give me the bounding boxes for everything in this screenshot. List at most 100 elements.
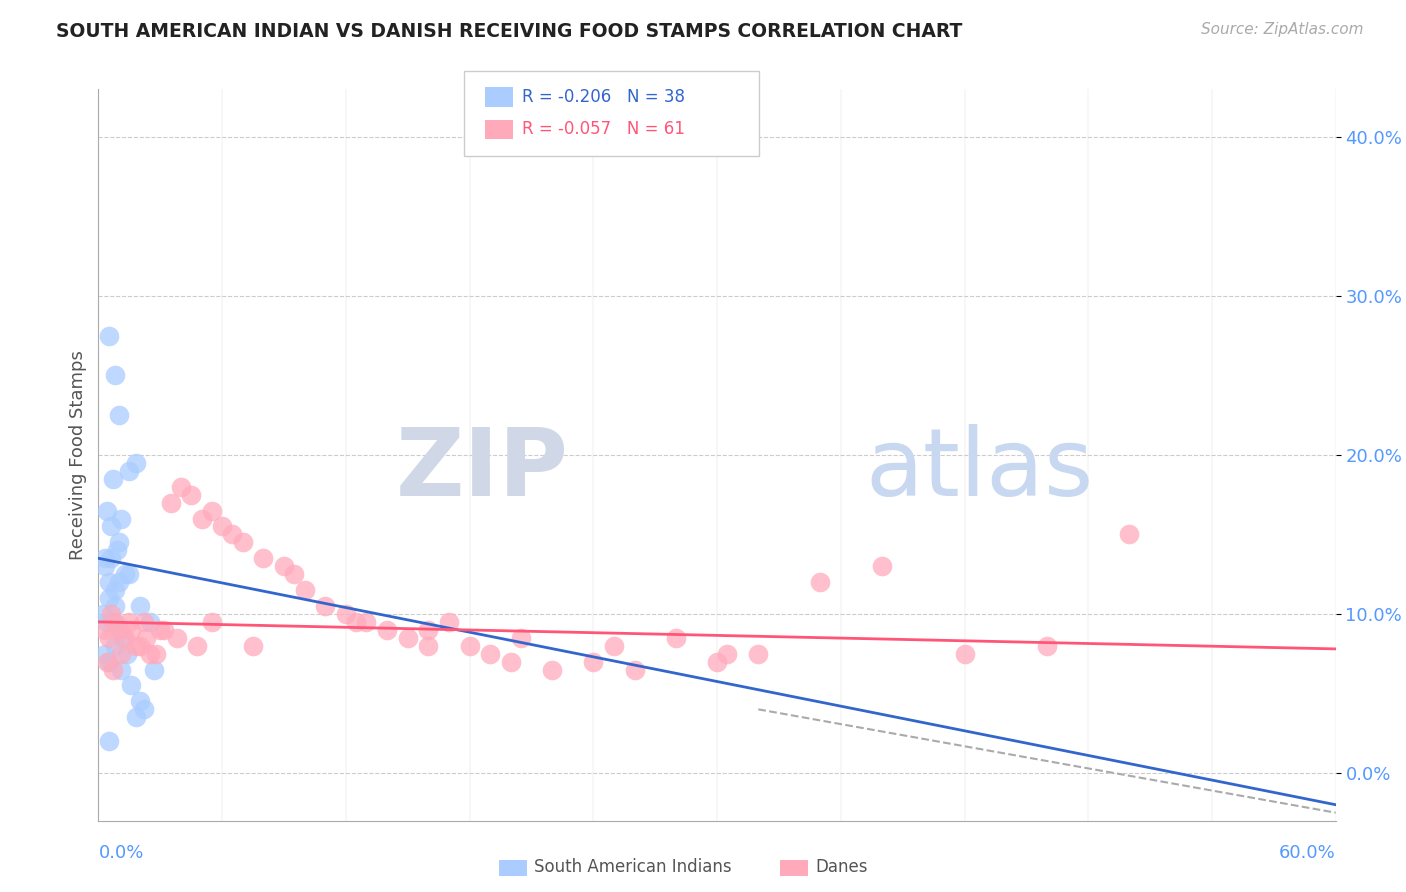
- Point: [97, 631, 120, 645]
- Point: [128, 639, 150, 653]
- Point: [101, 663, 124, 677]
- Point: [97, 591, 120, 605]
- Point: [97, 575, 120, 590]
- Point: [108, 623, 131, 637]
- Point: [344, 615, 367, 629]
- Point: [582, 655, 605, 669]
- Point: [159, 495, 181, 509]
- Point: [108, 535, 131, 549]
- Point: [104, 368, 127, 383]
- Point: [870, 559, 893, 574]
- Point: [93, 623, 115, 637]
- Point: [108, 408, 131, 422]
- Point: [273, 559, 295, 574]
- Point: [124, 456, 146, 470]
- Point: [221, 527, 243, 541]
- Point: [91, 607, 114, 621]
- Point: [953, 647, 976, 661]
- Point: [101, 472, 124, 486]
- Point: [201, 615, 224, 629]
- Point: [479, 647, 502, 661]
- Point: [665, 631, 688, 645]
- Point: [242, 639, 264, 653]
- Point: [118, 567, 141, 582]
- Text: R = -0.057   N = 61: R = -0.057 N = 61: [522, 120, 685, 138]
- Point: [97, 655, 120, 669]
- Point: [108, 575, 131, 590]
- Text: atlas: atlas: [866, 424, 1094, 516]
- Point: [110, 647, 132, 661]
- Point: [93, 551, 115, 566]
- Point: [314, 599, 336, 613]
- Point: [418, 639, 440, 653]
- Point: [356, 615, 378, 629]
- Point: [128, 599, 150, 613]
- Point: [145, 647, 167, 661]
- Point: [808, 575, 831, 590]
- Point: [1118, 527, 1140, 541]
- Text: South American Indians: South American Indians: [534, 858, 733, 876]
- Point: [124, 710, 146, 724]
- Point: [186, 639, 208, 653]
- Point: [104, 639, 127, 653]
- Point: [623, 663, 645, 677]
- Point: [104, 583, 127, 598]
- Point: [166, 631, 188, 645]
- Point: [117, 647, 139, 661]
- Point: [100, 607, 122, 621]
- Text: R = -0.206   N = 38: R = -0.206 N = 38: [522, 88, 685, 106]
- Point: [499, 655, 522, 669]
- Point: [180, 488, 202, 502]
- Point: [603, 639, 626, 653]
- Point: [135, 631, 157, 645]
- Point: [211, 519, 233, 533]
- Text: ZIP: ZIP: [395, 424, 568, 516]
- Point: [114, 567, 136, 582]
- Point: [294, 583, 316, 598]
- Point: [458, 639, 481, 653]
- Point: [100, 551, 122, 566]
- Point: [1036, 639, 1059, 653]
- Point: [100, 519, 122, 533]
- Point: [153, 623, 176, 637]
- Point: [114, 631, 136, 645]
- Point: [418, 623, 440, 637]
- Point: [201, 503, 224, 517]
- Point: [747, 647, 769, 661]
- Point: [93, 559, 115, 574]
- Point: [232, 535, 254, 549]
- Point: [437, 615, 460, 629]
- Point: [510, 631, 533, 645]
- Point: [396, 631, 419, 645]
- Point: [132, 702, 155, 716]
- Point: [93, 647, 115, 661]
- Point: [716, 647, 738, 661]
- Point: [105, 543, 128, 558]
- Point: [335, 607, 357, 621]
- Point: [124, 639, 146, 653]
- Point: [97, 734, 120, 748]
- Point: [104, 599, 127, 613]
- Point: [132, 615, 155, 629]
- Text: 60.0%: 60.0%: [1279, 845, 1336, 863]
- Point: [139, 615, 162, 629]
- Point: [541, 663, 564, 677]
- Point: [120, 678, 142, 692]
- Point: [96, 655, 118, 669]
- Point: [283, 567, 305, 582]
- Y-axis label: Receiving Food Stamps: Receiving Food Stamps: [69, 350, 87, 560]
- Point: [96, 503, 118, 517]
- Point: [110, 663, 132, 677]
- Point: [118, 615, 141, 629]
- Point: [375, 623, 398, 637]
- Text: Source: ZipAtlas.com: Source: ZipAtlas.com: [1201, 22, 1364, 37]
- Point: [252, 551, 274, 566]
- Point: [101, 615, 124, 629]
- Text: 0.0%: 0.0%: [98, 845, 143, 863]
- Point: [139, 647, 162, 661]
- Point: [128, 694, 150, 708]
- Point: [190, 511, 212, 525]
- Point: [97, 328, 120, 343]
- Point: [96, 615, 118, 629]
- Point: [120, 623, 142, 637]
